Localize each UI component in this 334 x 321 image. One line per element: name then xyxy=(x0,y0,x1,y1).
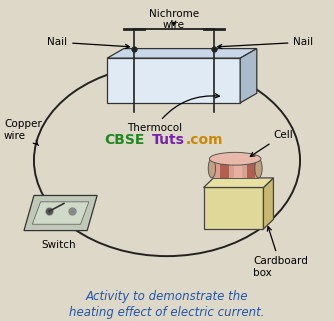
Text: Cell: Cell xyxy=(250,130,293,156)
Text: Switch: Switch xyxy=(42,240,76,250)
Polygon shape xyxy=(240,48,257,103)
Text: heating effect of electric current.: heating effect of electric current. xyxy=(69,306,265,318)
Polygon shape xyxy=(247,159,255,178)
Text: Thermocol: Thermocol xyxy=(127,94,219,134)
Text: CBSE: CBSE xyxy=(104,133,144,147)
Text: Nail: Nail xyxy=(47,37,130,48)
Polygon shape xyxy=(212,159,259,178)
Polygon shape xyxy=(204,187,264,229)
Ellipse shape xyxy=(209,152,261,165)
Polygon shape xyxy=(220,159,228,178)
Text: Nichrome
wire: Nichrome wire xyxy=(149,9,199,30)
Text: Nail: Nail xyxy=(218,37,314,48)
Polygon shape xyxy=(233,159,242,178)
Text: Cardboard
box: Cardboard box xyxy=(254,227,308,278)
Text: Activity to demonstrate the: Activity to demonstrate the xyxy=(86,290,248,302)
Text: Copper
wire: Copper wire xyxy=(4,119,42,145)
Text: Tuts: Tuts xyxy=(152,133,185,147)
Polygon shape xyxy=(264,178,274,229)
Polygon shape xyxy=(32,202,89,224)
Ellipse shape xyxy=(208,159,215,178)
Polygon shape xyxy=(107,58,240,103)
Polygon shape xyxy=(24,195,97,230)
Text: .com: .com xyxy=(185,133,223,147)
Ellipse shape xyxy=(255,159,262,178)
Polygon shape xyxy=(204,178,274,187)
Polygon shape xyxy=(107,48,257,58)
